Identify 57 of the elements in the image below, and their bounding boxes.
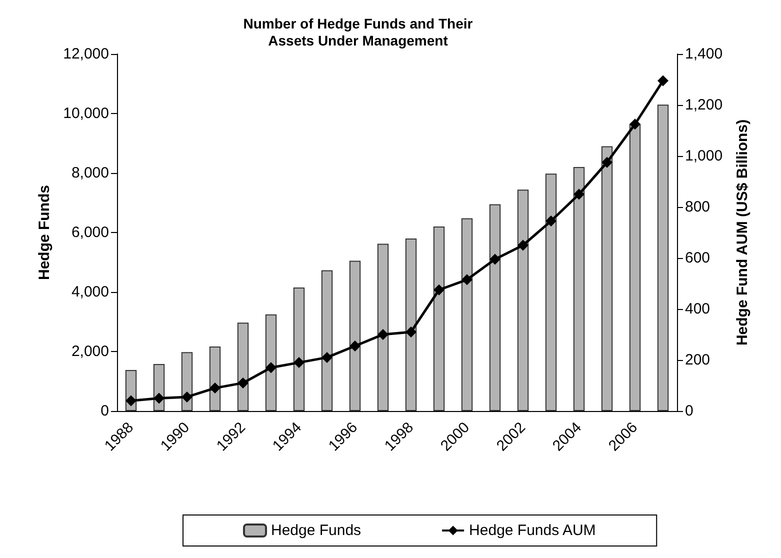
bar [433, 226, 445, 411]
y2-tick-label: 400 [685, 300, 710, 318]
y-tick-label: 2,000 [71, 343, 109, 360]
point [210, 382, 220, 394]
point [322, 352, 332, 363]
bar [377, 244, 389, 411]
point [518, 240, 528, 251]
y2-axis-title: Hedge Fund AUM (US$ Billions) [734, 119, 751, 346]
point [350, 340, 360, 352]
bar [237, 322, 249, 411]
y-tick-label: 0 [100, 402, 109, 420]
y-tick-label: 4,000 [71, 284, 109, 300]
y-tick-label: 10,000 [63, 105, 109, 122]
bar [601, 146, 613, 411]
point [378, 329, 388, 340]
y-tick-label: 8,000 [71, 164, 109, 182]
point [546, 216, 556, 227]
bar [405, 238, 417, 411]
point [630, 118, 640, 130]
bar [545, 174, 557, 411]
point [266, 362, 276, 374]
y-tick-label: 12,000 [63, 46, 109, 62]
bar [461, 218, 473, 411]
bar [517, 190, 529, 411]
point [658, 75, 668, 86]
bar [293, 288, 305, 411]
bar [629, 124, 641, 411]
point [574, 188, 584, 200]
point [406, 326, 416, 338]
point [154, 392, 164, 404]
point [602, 156, 612, 168]
point [126, 395, 136, 406]
point [238, 377, 248, 388]
y2-tick-label: 1,200 [685, 96, 723, 114]
y2-tick-label: 1,400 [685, 46, 723, 62]
legend-label: Hedge Funds AUM [469, 522, 596, 539]
point [462, 274, 472, 286]
bar [349, 260, 361, 411]
y-axis-title: Hedge Funds [36, 184, 54, 280]
point [294, 357, 304, 368]
bar [573, 167, 585, 411]
bar [489, 204, 501, 411]
point [490, 254, 500, 265]
y2-tick-label: 200 [685, 352, 710, 368]
y2-tick-label: 1,000 [685, 148, 723, 164]
y2-tick-label: 800 [685, 198, 710, 216]
point [434, 284, 444, 296]
bar [265, 314, 277, 411]
y2-tick-label: 600 [685, 250, 710, 266]
y-tick-label: 6,000 [71, 224, 109, 241]
y2-tick-label: 0 [685, 402, 694, 420]
bar [209, 346, 221, 411]
bar [657, 104, 669, 411]
bar [321, 270, 333, 411]
point [182, 391, 192, 402]
chart-title: Number of Hedge Funds and Their Assets Under Management [243, 16, 474, 48]
legend-label: Hedge Funds [271, 522, 362, 539]
